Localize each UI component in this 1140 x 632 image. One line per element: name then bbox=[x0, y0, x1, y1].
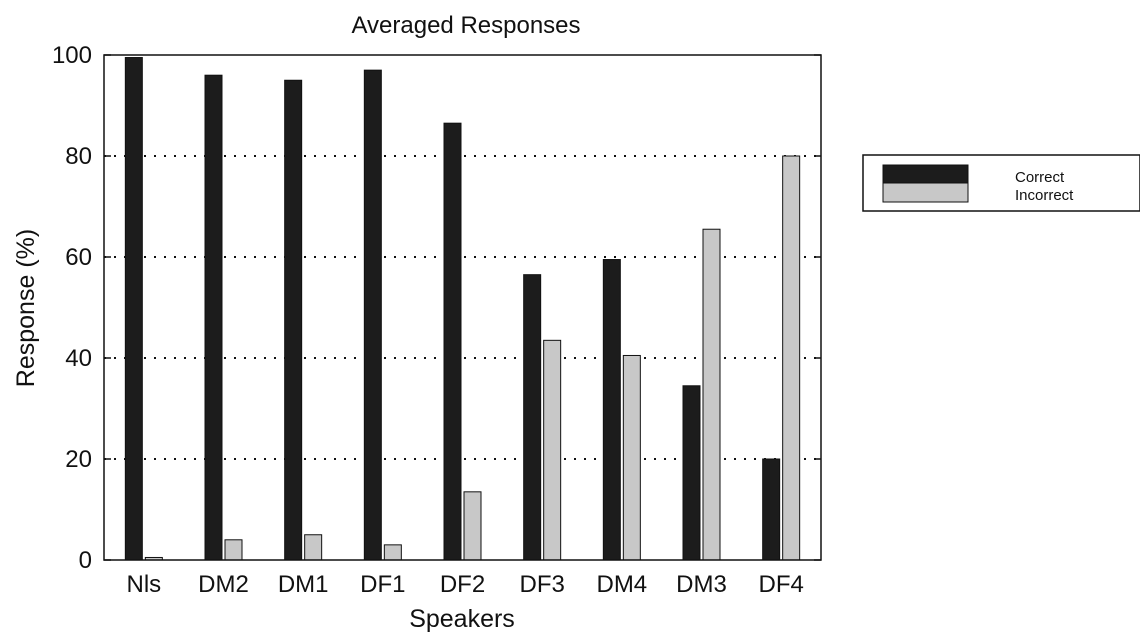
legend: Correct Incorrect bbox=[862, 154, 1140, 212]
bar-correct-dm3 bbox=[682, 385, 701, 561]
bar-incorrect-dm4 bbox=[622, 354, 641, 561]
plot-frame bbox=[103, 54, 822, 561]
y-tick-label: 80 bbox=[65, 143, 92, 170]
bar-correct-df3 bbox=[523, 274, 542, 561]
y-tick-label: 60 bbox=[65, 244, 92, 271]
bars bbox=[124, 57, 801, 561]
bar-incorrect-dm1 bbox=[304, 534, 323, 561]
x-tick-label: DF1 bbox=[360, 571, 405, 598]
y-tick-label: 20 bbox=[65, 446, 92, 473]
bar-incorrect-dm2 bbox=[224, 539, 243, 561]
x-tick-label: DF4 bbox=[758, 571, 803, 598]
legend-label-incorrect: Incorrect bbox=[1015, 187, 1074, 204]
bar-correct-df1 bbox=[363, 69, 382, 561]
bar-correct-df2 bbox=[443, 122, 462, 561]
legend-swatch-correct bbox=[882, 164, 969, 186]
legend-swatch-incorrect bbox=[882, 182, 969, 203]
bar-correct-dm4 bbox=[602, 259, 621, 561]
bar-correct-dm1 bbox=[284, 79, 303, 561]
bar-incorrect-dm3 bbox=[702, 228, 721, 561]
bar-incorrect-df4 bbox=[782, 155, 801, 561]
y-tick-label: 40 bbox=[65, 345, 92, 372]
x-tick-label: DM4 bbox=[596, 571, 647, 598]
bar-correct-nls bbox=[124, 57, 143, 561]
x-tick-label: Nls bbox=[126, 571, 161, 598]
x-tick-label: DM2 bbox=[198, 571, 249, 598]
x-tick-label: DM3 bbox=[676, 571, 727, 598]
x-tick-label: DF2 bbox=[440, 571, 485, 598]
x-tick-label: DF3 bbox=[519, 571, 564, 598]
x-axis-label: Speakers bbox=[409, 605, 515, 632]
y-tick-label: 0 bbox=[79, 547, 92, 574]
bar-correct-dm2 bbox=[204, 74, 223, 561]
bar-incorrect-df3 bbox=[543, 339, 562, 561]
y-axis-ticks: 0 20 40 60 80 100 bbox=[52, 42, 821, 574]
x-tick-label: DM1 bbox=[278, 571, 329, 598]
bar-correct-df4 bbox=[762, 458, 781, 561]
bar-incorrect-df2 bbox=[463, 491, 482, 561]
legend-label-correct: Correct bbox=[1015, 169, 1065, 186]
bar-incorrect-df1 bbox=[383, 544, 402, 561]
y-tick-label: 100 bbox=[52, 42, 92, 69]
x-axis-ticks: Nls DM2 DM1 DF1 DF2 DF3 DM4 DM3 DF4 bbox=[126, 571, 803, 598]
chart-title: Averaged Responses bbox=[351, 12, 580, 39]
y-axis-label: Response (%) bbox=[12, 229, 40, 387]
